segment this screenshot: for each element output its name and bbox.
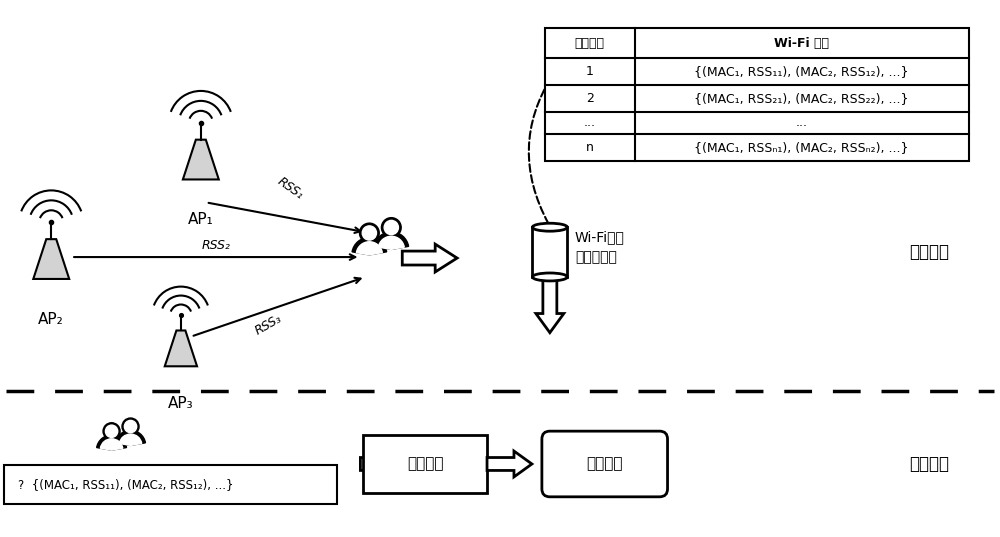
Polygon shape (360, 451, 410, 477)
Text: 定位算法: 定位算法 (407, 456, 443, 471)
Polygon shape (536, 278, 564, 332)
Wedge shape (100, 439, 123, 450)
Text: {(MAC₁, RSS₂₁), (MAC₂, RSS₂₂), ...}: {(MAC₁, RSS₂₁), (MAC₂, RSS₂₂), ...} (694, 92, 909, 105)
Wedge shape (119, 434, 142, 445)
Text: RSS₂: RSS₂ (201, 239, 230, 252)
Text: 格网编号: 格网编号 (575, 37, 605, 49)
Text: RSS₁: RSS₁ (275, 175, 306, 202)
Text: 离线采集: 离线采集 (909, 243, 949, 261)
Text: RSS₃: RSS₃ (252, 312, 284, 337)
Text: {(MAC₁, RSS₁₁), (MAC₂, RSS₁₂), ...}: {(MAC₁, RSS₁₁), (MAC₂, RSS₁₂), ...} (694, 65, 909, 78)
Text: AP₃: AP₃ (168, 396, 194, 411)
Circle shape (122, 418, 139, 435)
Ellipse shape (532, 223, 567, 231)
Circle shape (124, 420, 137, 433)
Polygon shape (183, 140, 219, 179)
Polygon shape (487, 451, 532, 477)
Wedge shape (116, 430, 145, 445)
Text: ...: ... (584, 116, 596, 129)
Polygon shape (165, 330, 197, 366)
Circle shape (362, 226, 376, 240)
Circle shape (359, 223, 379, 243)
FancyBboxPatch shape (4, 465, 337, 504)
Circle shape (384, 220, 398, 235)
Wedge shape (356, 242, 382, 255)
Text: AP₂: AP₂ (38, 312, 64, 327)
Bar (545, 28, 969, 161)
Text: Wi-Fi 指纹: Wi-Fi 指纹 (774, 37, 829, 49)
FancyBboxPatch shape (542, 431, 668, 497)
Circle shape (381, 217, 401, 237)
Bar (545, 28, 969, 58)
Circle shape (105, 425, 118, 438)
Text: ...: ... (796, 116, 808, 129)
Text: 位置信息: 位置信息 (586, 456, 623, 471)
Text: ?  {(MAC₁, RSS₁₁), (MAC₂, RSS₁₂), ...}: ? {(MAC₁, RSS₁₁), (MAC₂, RSS₁₂), ...} (18, 478, 234, 491)
Wedge shape (374, 232, 409, 249)
Wedge shape (352, 237, 387, 255)
Text: {(MAC₁, RSSₙ₁), (MAC₂, RSSₙ₂), ...}: {(MAC₁, RSSₙ₁), (MAC₂, RSSₙ₂), ...} (694, 141, 909, 154)
Text: 2: 2 (586, 92, 594, 105)
Polygon shape (33, 239, 69, 279)
Polygon shape (402, 244, 457, 272)
Circle shape (103, 423, 120, 440)
Text: Wi-Fi位置
指纹数据库: Wi-Fi位置 指纹数据库 (575, 230, 625, 264)
Polygon shape (532, 227, 567, 277)
FancyBboxPatch shape (363, 434, 487, 494)
Text: 1: 1 (586, 65, 594, 78)
Wedge shape (378, 236, 404, 249)
Text: 在线定位: 在线定位 (909, 455, 949, 473)
Ellipse shape (532, 273, 567, 281)
Text: n: n (586, 141, 594, 154)
Text: AP₁: AP₁ (188, 212, 214, 227)
Wedge shape (97, 435, 127, 450)
